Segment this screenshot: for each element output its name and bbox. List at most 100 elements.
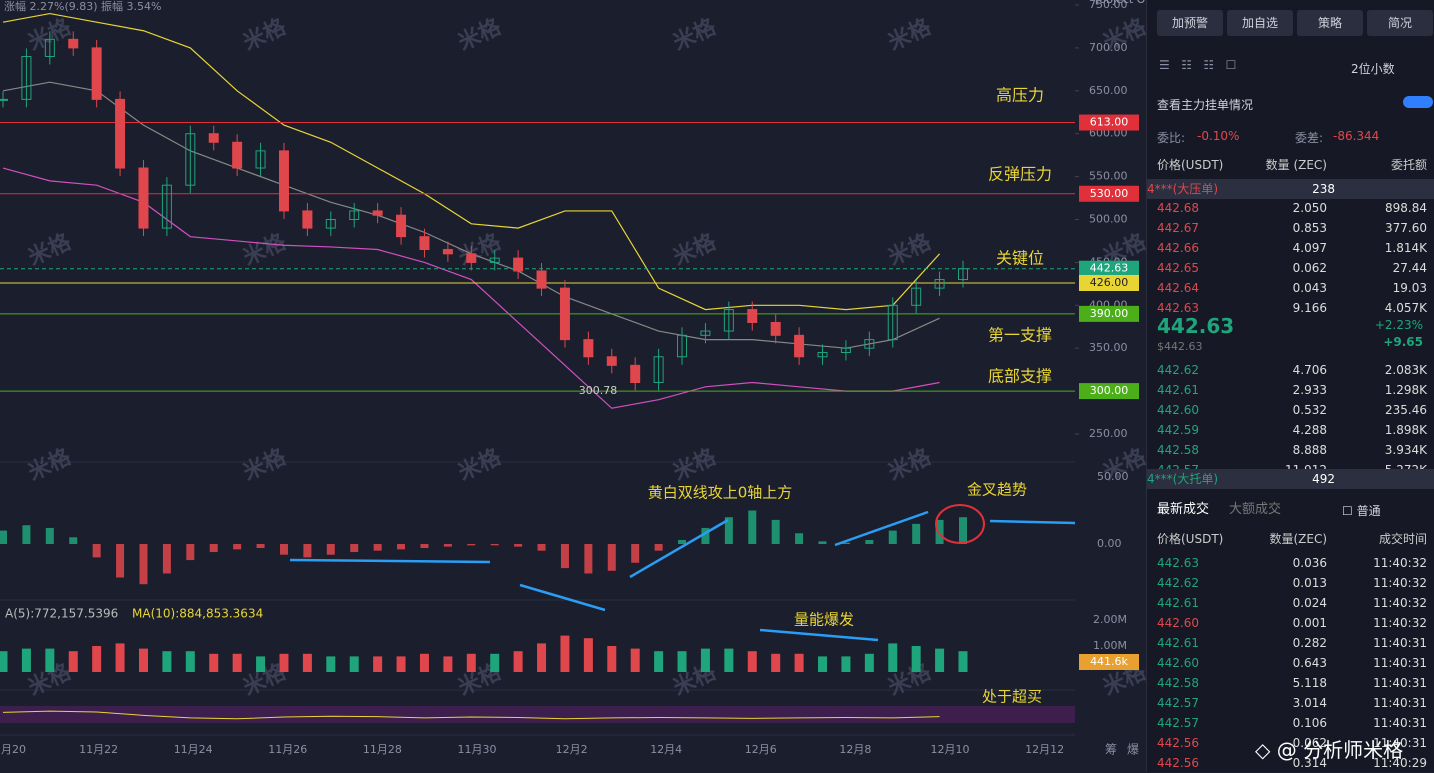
candle bbox=[419, 236, 430, 251]
volume-bar bbox=[794, 653, 804, 672]
ask-row-cell: 19.03 bbox=[1392, 281, 1427, 295]
trade-row-cell: 3.014 bbox=[1292, 696, 1327, 710]
macd-bar bbox=[841, 542, 850, 544]
ask-row-cell: 0.853 bbox=[1292, 221, 1327, 235]
y-tick-label: 500.00 bbox=[1089, 213, 1128, 226]
macd-bar bbox=[397, 544, 406, 550]
trade-row-cell: 0.024 bbox=[1292, 596, 1327, 610]
toggle[interactable] bbox=[1403, 96, 1433, 108]
tab[interactable]: 大额成交 bbox=[1229, 502, 1282, 517]
button[interactable]: 简况 bbox=[1367, 10, 1433, 36]
trade-row: 442.60 0.001 11:40:32 bbox=[1157, 613, 1427, 633]
volume-bar bbox=[92, 646, 102, 672]
bid-row-cell: 3.934K bbox=[1384, 443, 1427, 457]
price-tag bbox=[1079, 305, 1139, 322]
volume-bar bbox=[256, 656, 266, 672]
volume-bar bbox=[302, 653, 312, 672]
watermark: 米格 bbox=[454, 13, 506, 56]
candle bbox=[466, 253, 477, 263]
trade-row-cell: 442.60 bbox=[1157, 656, 1199, 670]
ask-row-cell: 4.057K bbox=[1384, 301, 1427, 315]
annotation: 反弹压力 bbox=[988, 165, 1052, 184]
trade-row-cell: 5.118 bbox=[1292, 676, 1327, 690]
macd-bar bbox=[607, 544, 616, 571]
volume-bar bbox=[583, 638, 593, 672]
candle bbox=[770, 321, 781, 336]
trade-row-cell: 11:40:32 bbox=[1373, 596, 1427, 610]
x-tick-label: 12月2 bbox=[556, 743, 588, 756]
macd-bar bbox=[279, 544, 288, 555]
corner-label: 筹 bbox=[1105, 743, 1117, 757]
ask-row-cell: 442.66 bbox=[1157, 241, 1199, 255]
volume-bar bbox=[537, 643, 547, 672]
button[interactable]: 加预警 bbox=[1157, 10, 1223, 36]
macd-bar bbox=[45, 527, 54, 544]
volume-bar bbox=[443, 656, 453, 672]
price-tag bbox=[1079, 260, 1139, 277]
volume-bar bbox=[654, 651, 664, 672]
y-tick-label: 700.00 bbox=[1089, 41, 1128, 54]
volume-bar bbox=[209, 653, 219, 672]
ask-row: 442.63 9.166 4.057K bbox=[1157, 298, 1427, 318]
trade-row-cell: 11:40:31 bbox=[1373, 716, 1427, 730]
arrow bbox=[289, 558, 491, 564]
volume-bar bbox=[677, 651, 687, 672]
view-icons[interactable]: ☰ ☷ ☷ ☐ bbox=[1159, 58, 1237, 72]
button[interactable]: 加自选 bbox=[1227, 10, 1293, 36]
trade-header-cell: 成交时间 bbox=[1378, 532, 1427, 546]
watermark: 米格 bbox=[24, 228, 76, 271]
trade-row-cell: 11:40:31 bbox=[1373, 696, 1427, 710]
book-header-cell: 数量 (ZEC) bbox=[1265, 158, 1327, 172]
trade-row-cell: 0.314 bbox=[1292, 756, 1327, 770]
volume-bar bbox=[935, 648, 945, 672]
annotation: 高压力 bbox=[996, 86, 1044, 105]
trade-row-cell: 0.643 bbox=[1292, 656, 1327, 670]
annotation: 第一支撑 bbox=[988, 326, 1052, 345]
macd-bar bbox=[350, 544, 359, 553]
watermark: 米格 bbox=[669, 443, 721, 486]
macd-bar bbox=[92, 544, 101, 558]
corner-label: 爆 bbox=[1127, 743, 1139, 757]
rsi-tick: [object Object] bbox=[1095, 0, 1146, 6]
macd-bar bbox=[209, 544, 218, 553]
bid-row-cell: 442.61 bbox=[1157, 383, 1199, 397]
decimals[interactable]: 2位小数 bbox=[1351, 62, 1395, 76]
watermark: 米格 bbox=[669, 658, 721, 701]
big-ask-cell: 238 bbox=[1312, 182, 1335, 196]
depth-link[interactable]: 查看主力挂单情况 bbox=[1157, 98, 1254, 112]
watermark: 米格 bbox=[454, 443, 506, 486]
diff: -86.344 bbox=[1333, 129, 1380, 143]
trade-row-cell: 11:40:31 bbox=[1373, 736, 1427, 750]
volume-bar bbox=[560, 635, 570, 672]
candle bbox=[536, 270, 547, 289]
trade-row-cell: 11:40:31 bbox=[1373, 656, 1427, 670]
y-tick-label: 750.00 bbox=[1089, 0, 1128, 11]
volume-bar bbox=[21, 648, 31, 672]
button[interactable]: 策略 bbox=[1297, 10, 1363, 36]
trade-header-cell: 数量(ZEC) bbox=[1269, 532, 1327, 546]
macd-tick: 0.00 bbox=[1097, 537, 1122, 550]
normal-check[interactable]: ☐ 普通 bbox=[1342, 504, 1381, 518]
trade-row: 442.61 0.282 11:40:31 bbox=[1157, 633, 1427, 653]
trade-row-cell: 11:40:31 bbox=[1373, 676, 1427, 690]
trade-row-cell: 0.001 bbox=[1292, 616, 1327, 630]
price-tag bbox=[1079, 114, 1139, 131]
candle bbox=[68, 38, 79, 49]
bid-row-cell: 2.083K bbox=[1384, 363, 1427, 377]
ask-row-cell: 442.67 bbox=[1157, 221, 1199, 235]
macd-bar bbox=[69, 537, 78, 544]
ask-row: 442.67 0.853 377.60 bbox=[1157, 218, 1427, 238]
rsi-tick: [object Object] bbox=[1095, 0, 1146, 6]
candle bbox=[723, 309, 734, 332]
volume-tick: 2.00M bbox=[1093, 613, 1127, 626]
ask-row-cell: 442.64 bbox=[1157, 281, 1199, 295]
macd-bar bbox=[326, 544, 335, 555]
macd-bar bbox=[959, 517, 967, 544]
volume-bar bbox=[115, 643, 125, 672]
bid-row: 442.62 4.706 2.083K bbox=[1157, 360, 1427, 380]
candle bbox=[372, 210, 383, 216]
watermark: 米格 bbox=[669, 228, 721, 271]
macd-bar bbox=[186, 544, 195, 561]
tab[interactable]: 最新成交 bbox=[1157, 502, 1210, 517]
trade-row: 442.57 0.106 11:40:31 bbox=[1157, 713, 1427, 733]
